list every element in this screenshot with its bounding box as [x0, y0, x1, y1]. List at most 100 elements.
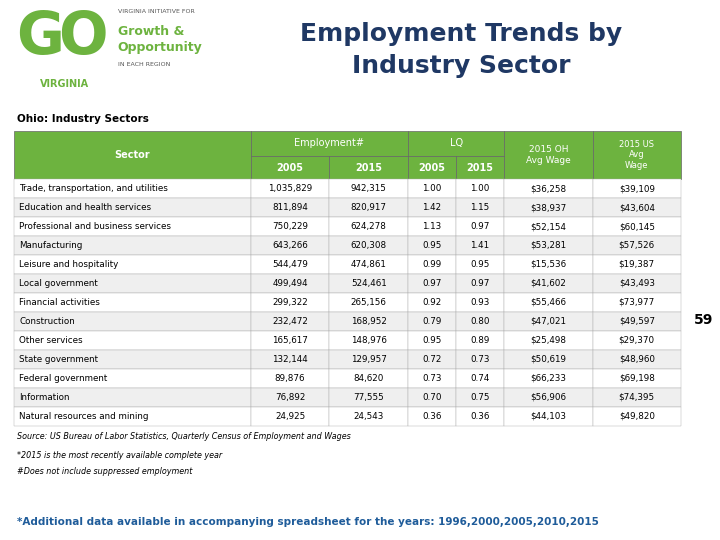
Bar	[251, 236, 329, 255]
Text: 942,315: 942,315	[351, 184, 387, 193]
Text: $73,977: $73,977	[618, 298, 655, 307]
Text: $29,370: $29,370	[618, 336, 655, 345]
Text: G: G	[17, 10, 64, 66]
Bar	[14, 179, 251, 198]
Text: 148,976: 148,976	[351, 336, 387, 345]
Text: 474,861: 474,861	[351, 260, 387, 269]
Bar	[456, 198, 504, 217]
Text: Local government: Local government	[19, 279, 98, 288]
Bar	[504, 255, 593, 274]
Bar	[329, 350, 408, 369]
Text: 2005: 2005	[418, 163, 446, 173]
Bar	[408, 331, 456, 350]
Text: $44,103: $44,103	[531, 411, 567, 421]
Bar	[408, 293, 456, 312]
Text: 0.36: 0.36	[423, 411, 442, 421]
Text: 0.73: 0.73	[470, 355, 490, 364]
Text: 168,952: 168,952	[351, 317, 387, 326]
Bar	[593, 274, 681, 293]
Text: $36,258: $36,258	[531, 184, 567, 193]
Bar	[329, 156, 408, 179]
Text: 0.93: 0.93	[470, 298, 490, 307]
Bar	[456, 331, 504, 350]
Text: $69,198: $69,198	[619, 374, 654, 383]
Bar	[593, 350, 681, 369]
Text: $57,526: $57,526	[618, 241, 655, 250]
Bar	[504, 217, 593, 236]
Text: 132,144: 132,144	[272, 355, 308, 364]
Bar	[593, 198, 681, 217]
Text: $39,109: $39,109	[618, 184, 654, 193]
Bar	[408, 236, 456, 255]
Text: 2015 OH
Avg Wage: 2015 OH Avg Wage	[526, 145, 571, 165]
Bar	[408, 350, 456, 369]
Text: 2005: 2005	[276, 163, 304, 173]
Text: 0.74: 0.74	[470, 374, 490, 383]
Text: $25,498: $25,498	[531, 336, 567, 345]
Bar	[456, 217, 504, 236]
Bar	[408, 407, 456, 426]
Bar	[456, 407, 504, 426]
Text: 77,555: 77,555	[354, 393, 384, 402]
Bar	[14, 274, 251, 293]
Text: $66,233: $66,233	[531, 374, 567, 383]
Text: 0.97: 0.97	[423, 279, 442, 288]
Bar	[251, 312, 329, 331]
Bar	[504, 388, 593, 407]
Text: 750,229: 750,229	[272, 222, 308, 231]
Text: 76,892: 76,892	[275, 393, 305, 402]
Text: Construction: Construction	[19, 317, 75, 326]
Text: 1.13: 1.13	[423, 222, 441, 231]
Text: 499,494: 499,494	[272, 279, 308, 288]
Bar	[329, 369, 408, 388]
Bar	[329, 407, 408, 426]
Bar	[408, 179, 456, 198]
Text: 1.00: 1.00	[470, 184, 490, 193]
Text: 524,461: 524,461	[351, 279, 387, 288]
Bar	[504, 179, 593, 198]
FancyBboxPatch shape	[688, 297, 719, 346]
Text: Financial activities: Financial activities	[19, 298, 100, 307]
Bar	[329, 312, 408, 331]
Bar	[504, 198, 593, 217]
Text: Growth &: Growth &	[118, 25, 184, 38]
Bar	[456, 255, 504, 274]
Bar	[593, 293, 681, 312]
Bar	[251, 156, 329, 179]
Text: 265,156: 265,156	[351, 298, 387, 307]
Bar	[329, 179, 408, 198]
Bar	[408, 217, 456, 236]
Text: #Does not include suppressed employment: #Does not include suppressed employment	[17, 468, 193, 476]
Bar	[251, 388, 329, 407]
Text: $55,466: $55,466	[531, 298, 567, 307]
Text: 811,894: 811,894	[272, 203, 308, 212]
Text: 0.70: 0.70	[423, 393, 442, 402]
Text: $43,604: $43,604	[618, 203, 654, 212]
Text: 643,266: 643,266	[272, 241, 308, 250]
Bar	[14, 236, 251, 255]
Text: 1,035,829: 1,035,829	[268, 184, 312, 193]
Text: 624,278: 624,278	[351, 222, 387, 231]
Text: 232,472: 232,472	[272, 317, 308, 326]
Bar	[251, 217, 329, 236]
Bar	[14, 350, 251, 369]
Text: $60,145: $60,145	[618, 222, 654, 231]
Bar	[593, 407, 681, 426]
Text: 0.79: 0.79	[423, 317, 442, 326]
Text: VIRGINIA: VIRGINIA	[40, 79, 89, 89]
Bar	[251, 131, 408, 156]
Text: 2015 US
Avg
Wage: 2015 US Avg Wage	[619, 140, 654, 170]
Bar	[14, 131, 251, 179]
Bar	[456, 350, 504, 369]
Text: 0.97: 0.97	[470, 279, 490, 288]
Text: 0.99: 0.99	[423, 260, 441, 269]
Text: Employment#: Employment#	[294, 138, 364, 149]
Text: Federal government: Federal government	[19, 374, 108, 383]
Text: Employment Trends by
Industry Sector: Employment Trends by Industry Sector	[300, 22, 622, 78]
Bar	[14, 293, 251, 312]
Bar	[593, 255, 681, 274]
Bar	[504, 274, 593, 293]
Bar	[456, 369, 504, 388]
Bar	[408, 131, 504, 156]
Text: 24,925: 24,925	[275, 411, 305, 421]
